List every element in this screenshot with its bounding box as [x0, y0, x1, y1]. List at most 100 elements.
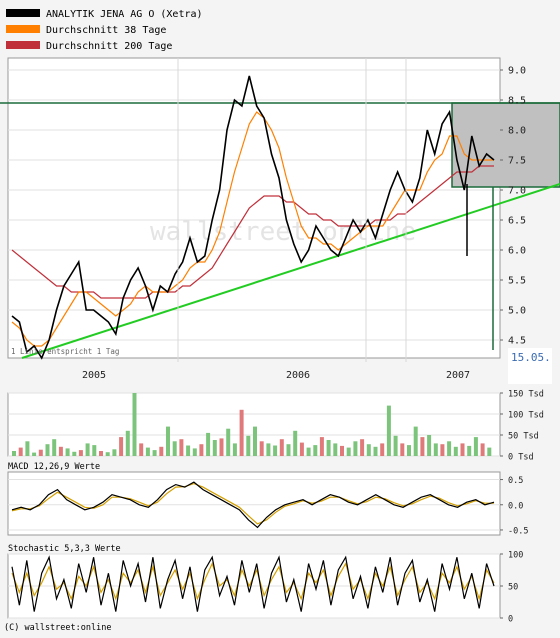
y-tick-label: 0 [508, 615, 513, 625]
macd-lines [11, 481, 495, 529]
price-grid [8, 69, 500, 341]
volume-bar [78, 450, 83, 456]
volume-bar [313, 445, 318, 456]
volume-bar [286, 444, 291, 456]
volume-bar [145, 447, 150, 456]
volume-bar [85, 443, 90, 456]
volume-bar [119, 437, 124, 456]
legend: ANALYTIK JENA AG O (Xetra) Durchschnitt … [6, 9, 203, 52]
volume-bar [226, 428, 231, 456]
volume-bar [273, 445, 278, 456]
volume-bars [12, 393, 492, 456]
y-tick-label: 6.5 [508, 216, 526, 227]
ma200-line [11, 165, 494, 299]
volume-bar [232, 443, 237, 456]
y-tick-label: 100 [508, 551, 523, 561]
y-tick-label: 0 Tsd [508, 453, 534, 463]
volume-bar [319, 437, 324, 456]
volume-bar [246, 435, 251, 456]
legend-swatch-price [6, 9, 40, 17]
volume-bar [99, 451, 103, 456]
volume-bar [360, 439, 365, 456]
volume-bar [306, 447, 311, 456]
stochastic-lines [11, 555, 495, 612]
volume-bar [266, 443, 271, 456]
year-axis: 2005 2006 2007 [82, 58, 470, 381]
footer-copyright: (C) wallstreet:online [4, 623, 111, 633]
volume-bar [473, 437, 478, 456]
watermark: wallstreet online [150, 217, 416, 247]
volume-bar [179, 439, 184, 456]
volume-bar [353, 441, 358, 456]
volume-bar [259, 441, 264, 456]
support-zone [451, 102, 560, 188]
y-tick-label: 0.5 [508, 476, 523, 486]
price-y-axis: 9.0 8.5 8.0 7.5 7.0 6.5 6.0 5.5 5.0 4.5 [500, 66, 526, 347]
ma38-line [11, 111, 494, 347]
volume-bar [433, 443, 438, 456]
volume-bar [420, 437, 425, 456]
y-tick-label: 50 [508, 583, 518, 593]
volume-bar [279, 439, 284, 456]
volume-bar [393, 435, 398, 456]
y-tick-label: 6.0 [508, 246, 526, 257]
volume-bar [12, 451, 16, 456]
volume-bar [18, 447, 23, 456]
volume-bar [38, 449, 43, 456]
volume-bar [400, 443, 405, 456]
volume-bar [366, 444, 371, 456]
volume-bar [407, 445, 411, 456]
y-tick-label: 8.0 [508, 126, 526, 137]
legend-label-ma200: Durchschnitt 200 Tage [46, 41, 172, 52]
y-tick-label: 0.0 [508, 501, 523, 511]
volume-bar [212, 440, 217, 456]
volume-bar [192, 448, 197, 456]
volume-bar [346, 447, 351, 456]
volume-bar [132, 393, 137, 456]
volume-bar [453, 446, 458, 456]
volume-bar [460, 443, 465, 456]
volume-bar [172, 441, 177, 456]
volume-bar [293, 430, 298, 456]
date-marker-box [508, 348, 552, 384]
volume-bar [25, 441, 30, 456]
macd-title: MACD 12,26,9 Werte [8, 462, 100, 472]
y-tick-label: 4.5 [508, 336, 526, 347]
volume-bar [58, 446, 63, 456]
date-marker: 15.05. [511, 351, 551, 364]
y-tick-label: 8.5 [508, 96, 526, 107]
price-marks [0, 75, 560, 360]
y-tick-label: 150 Tsd [508, 390, 544, 400]
y-tick-label: 100 Tsd [508, 411, 544, 421]
y-tick-label: 5.5 [508, 276, 526, 287]
y-tick-label: 50 Tsd [508, 432, 539, 442]
volume-bar [253, 426, 257, 456]
volume-bar [427, 435, 432, 456]
volume-bar [65, 448, 70, 456]
volume-bar [32, 452, 37, 456]
y-tick-label: 9.0 [508, 66, 526, 77]
price-line [11, 75, 495, 360]
legend-swatch-ma200 [6, 41, 40, 49]
volume-bar [52, 439, 57, 456]
volume-bar [112, 449, 117, 456]
macd-y-axis: 0.5 0.0 -0.5 [500, 476, 528, 536]
volume-bar [186, 445, 191, 456]
macd-grid [8, 479, 500, 531]
volume-bar [159, 446, 164, 456]
volume-bar [72, 451, 77, 456]
volume-bar [440, 444, 445, 456]
volume-bar [386, 405, 391, 456]
volume-bar [152, 450, 157, 456]
volume-bar [139, 443, 144, 456]
legend-swatch-ma38 [6, 25, 40, 33]
y-tick-label: -0.5 [508, 526, 528, 536]
volume-bar [380, 443, 385, 456]
volume-bar [299, 442, 304, 456]
volume-bar [239, 409, 244, 456]
stochastic-y-axis: 100 50 0 [500, 551, 523, 625]
volume-bar [340, 445, 344, 456]
price-panel [7, 57, 501, 359]
